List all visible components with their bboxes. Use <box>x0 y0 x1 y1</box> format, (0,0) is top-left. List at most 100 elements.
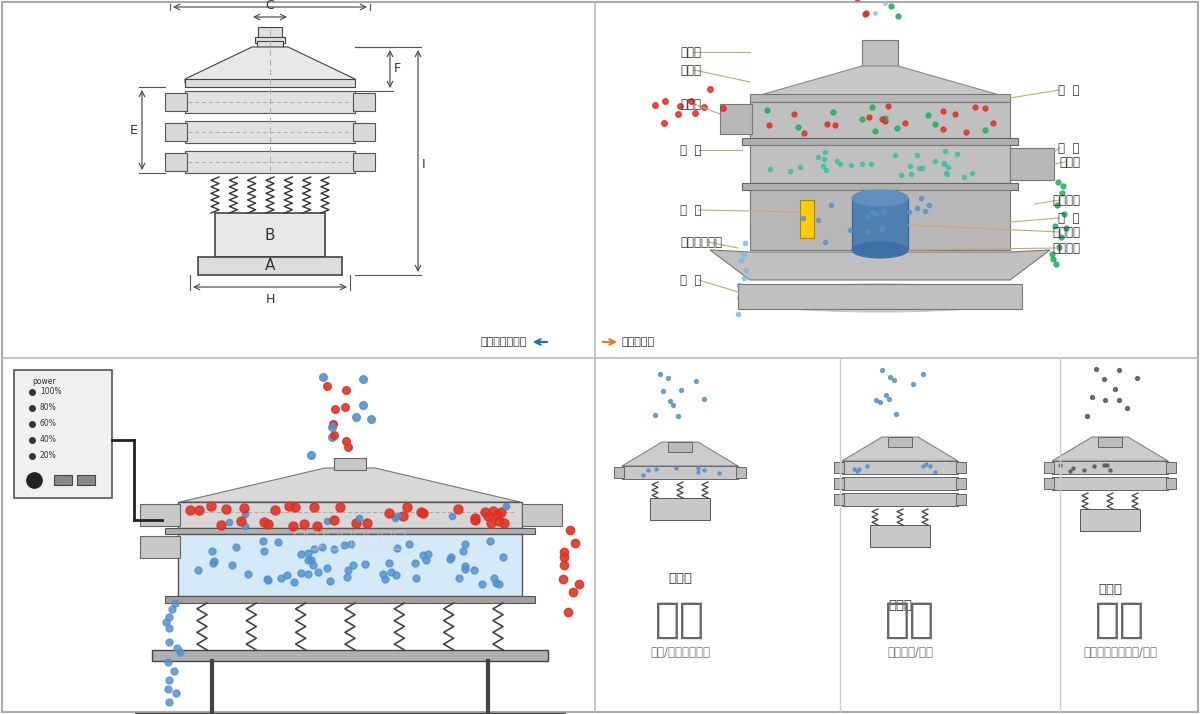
Text: B: B <box>265 228 275 243</box>
Text: power: power <box>32 377 56 386</box>
Text: A: A <box>265 258 275 273</box>
Bar <box>185 151 355 173</box>
Bar <box>257 41 283 47</box>
Text: 机  座: 机 座 <box>680 273 702 286</box>
Bar <box>750 145 1010 183</box>
Bar <box>842 477 958 490</box>
Bar <box>668 442 692 452</box>
Bar <box>834 462 844 473</box>
Bar <box>736 467 746 478</box>
Polygon shape <box>1052 437 1168 461</box>
Polygon shape <box>842 437 958 461</box>
Bar <box>862 40 898 66</box>
Bar <box>140 536 180 558</box>
Polygon shape <box>622 442 738 466</box>
Bar <box>1052 477 1168 490</box>
Text: 下部重锤: 下部重锤 <box>1052 241 1080 254</box>
Text: 去除液体中的颗粒/异物: 去除液体中的颗粒/异物 <box>1084 645 1157 658</box>
Text: 束  环: 束 环 <box>680 144 702 156</box>
Bar <box>614 467 624 478</box>
Text: H: H <box>265 293 275 306</box>
Text: 外形尺寸示意图: 外形尺寸示意图 <box>481 337 527 347</box>
Text: E: E <box>130 124 138 136</box>
Text: 进料口: 进料口 <box>680 46 701 59</box>
Bar <box>14 370 112 498</box>
Text: 过滤: 过滤 <box>886 599 935 641</box>
Bar <box>1010 148 1054 180</box>
Polygon shape <box>185 47 355 83</box>
Text: 60%: 60% <box>40 420 56 428</box>
Bar <box>870 525 930 547</box>
Bar <box>258 27 282 39</box>
Bar <box>750 94 1010 102</box>
Bar <box>166 528 535 534</box>
Text: 网  架: 网 架 <box>1058 141 1080 154</box>
Bar <box>334 458 366 470</box>
Text: 80%: 80% <box>40 403 56 413</box>
Bar <box>215 213 325 257</box>
Bar <box>134 713 565 714</box>
Bar <box>834 494 844 505</box>
Bar <box>166 123 187 141</box>
Text: D: D <box>265 0 275 2</box>
Bar <box>1080 509 1140 531</box>
Bar <box>353 123 374 141</box>
Polygon shape <box>710 250 1050 280</box>
Text: 弹  簧: 弹 簧 <box>680 203 702 216</box>
Bar <box>185 121 355 143</box>
Ellipse shape <box>852 242 908 258</box>
Text: 加重块: 加重块 <box>1060 156 1080 169</box>
Bar <box>742 183 1018 190</box>
Text: 筛  盘: 筛 盘 <box>1058 211 1080 224</box>
Bar <box>750 102 1010 138</box>
Text: 三层式: 三层式 <box>888 599 912 612</box>
Bar <box>185 91 355 113</box>
Bar <box>742 138 1018 145</box>
Text: C: C <box>265 0 275 12</box>
Bar <box>888 437 912 447</box>
Bar <box>720 104 752 134</box>
Text: F: F <box>394 63 401 76</box>
Bar <box>522 504 562 526</box>
Bar <box>956 494 966 505</box>
Bar <box>178 502 522 528</box>
Bar <box>353 93 374 111</box>
Text: I: I <box>422 159 426 171</box>
Bar <box>166 93 187 111</box>
Text: 单层式: 单层式 <box>668 572 692 585</box>
Bar <box>1166 462 1176 473</box>
Bar <box>650 498 710 520</box>
Bar <box>852 198 908 250</box>
Text: 上部重锤: 上部重锤 <box>1052 193 1080 206</box>
Text: 20%: 20% <box>40 451 56 461</box>
Text: 出料口: 出料口 <box>680 98 701 111</box>
Text: 结构示意图: 结构示意图 <box>622 337 655 347</box>
Text: 颗粒/粉末准确分级: 颗粒/粉末准确分级 <box>293 530 407 550</box>
Bar <box>77 475 95 485</box>
Bar <box>152 650 548 661</box>
Bar <box>956 478 966 489</box>
Bar <box>166 596 535 603</box>
Ellipse shape <box>738 284 1022 312</box>
Bar <box>842 461 958 474</box>
Bar <box>256 37 286 43</box>
Bar <box>800 200 814 238</box>
Text: 100%: 100% <box>40 388 61 396</box>
Bar <box>54 475 72 485</box>
Ellipse shape <box>852 190 908 206</box>
Text: 运输固定螺栓: 运输固定螺栓 <box>680 236 722 248</box>
Bar <box>185 79 355 87</box>
Text: 去除异物/结块: 去除异物/结块 <box>887 645 934 658</box>
Bar <box>834 478 844 489</box>
Bar <box>1166 478 1176 489</box>
Bar <box>1098 437 1122 447</box>
Text: 分级: 分级 <box>655 599 706 641</box>
Text: 40%: 40% <box>40 436 56 445</box>
Bar <box>353 153 374 171</box>
Bar <box>750 190 1010 250</box>
Bar <box>178 534 522 596</box>
Text: 振动电机: 振动电机 <box>1052 226 1080 238</box>
Text: 除杂: 除杂 <box>1096 599 1145 641</box>
Text: 筛  网: 筛 网 <box>1058 84 1080 96</box>
Bar <box>1052 461 1168 474</box>
